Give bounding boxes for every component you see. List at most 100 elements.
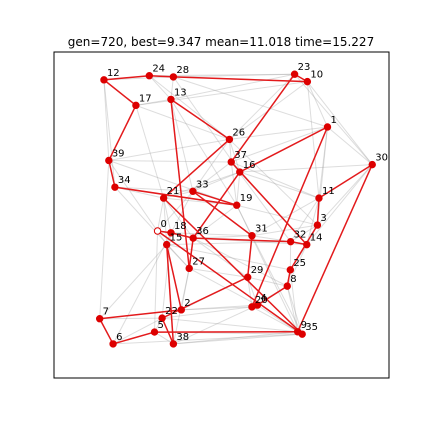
- city-point: [298, 330, 306, 338]
- best-tour-edge: [161, 317, 175, 345]
- population-edge: [239, 164, 373, 173]
- population-edge: [231, 161, 320, 199]
- best-tour-edge: [103, 74, 150, 81]
- city-point: [323, 123, 332, 131]
- city-point: [248, 303, 256, 311]
- population-edge: [236, 204, 253, 236]
- city-point: [100, 76, 108, 84]
- city-label: 21: [167, 186, 180, 197]
- city-label: 36: [196, 226, 209, 237]
- population-edge: [286, 286, 299, 332]
- population-edge: [236, 171, 241, 206]
- city-point: [315, 194, 323, 202]
- city-label: 19: [240, 193, 253, 204]
- city-label: 0: [161, 219, 167, 230]
- city-label: 3: [320, 213, 326, 224]
- city-label: 10: [310, 70, 323, 81]
- population-edge: [181, 306, 252, 311]
- population-edge: [188, 267, 258, 306]
- city-label: 26: [232, 127, 245, 138]
- best-tour-edge: [239, 126, 328, 173]
- population-edge: [170, 99, 238, 206]
- population-edge: [306, 81, 320, 199]
- best-tour-edge: [99, 309, 182, 320]
- population-edge: [306, 81, 373, 165]
- population-edge: [173, 333, 303, 345]
- city-point: [286, 237, 295, 246]
- city-point: [185, 264, 193, 273]
- best-tour-edge: [112, 331, 155, 345]
- population-edge: [192, 237, 288, 287]
- population-edge: [148, 75, 172, 100]
- population-edge: [103, 79, 110, 161]
- best-tour-edge: [251, 126, 329, 308]
- population-edge: [163, 171, 240, 199]
- population-edge: [113, 333, 303, 345]
- population-edge: [170, 73, 295, 100]
- best-tour-edge: [316, 198, 320, 226]
- population-edge: [112, 191, 194, 345]
- population-edge: [170, 232, 252, 237]
- population-edge: [306, 164, 373, 245]
- city-point: [105, 156, 113, 165]
- population-edge: [247, 276, 288, 287]
- city-point: [109, 340, 117, 348]
- population-edge: [103, 79, 116, 188]
- best-tour-edge: [157, 230, 303, 335]
- population-edge: [170, 76, 174, 100]
- city-label: 31: [255, 224, 268, 235]
- best-tour-edge: [257, 285, 288, 306]
- city-label: 17: [139, 93, 152, 104]
- population-edge: [192, 161, 232, 192]
- best-tour-edge: [318, 163, 373, 199]
- population-edge: [290, 224, 318, 243]
- population-edge: [229, 139, 318, 226]
- city-label: 33: [196, 179, 209, 190]
- cities: [95, 70, 376, 348]
- population-edge: [251, 197, 320, 237]
- best-tour-edge: [149, 74, 174, 78]
- chart-title: gen=720, best=9.347 mean=11.018 time=15.…: [68, 35, 374, 49]
- population-edge: [316, 126, 328, 226]
- city-label: 37: [234, 150, 247, 161]
- population-edge: [99, 317, 163, 320]
- best-tour: [99, 73, 373, 345]
- population-edge: [99, 160, 110, 319]
- population-edge: [135, 104, 230, 140]
- population-edge: [229, 73, 295, 140]
- city-point: [111, 183, 119, 191]
- best-tour-edge: [165, 244, 175, 344]
- city-point: [227, 158, 235, 166]
- population-edge: [236, 204, 318, 226]
- city-point: [233, 201, 241, 209]
- population-edge: [114, 186, 193, 192]
- best-tour-edge: [192, 190, 237, 206]
- city-label: 27: [192, 256, 205, 267]
- population-edge: [108, 159, 232, 163]
- city-point: [177, 306, 186, 314]
- population-edge: [99, 244, 168, 320]
- population-edge: [230, 161, 238, 206]
- best-tour-edge: [108, 160, 116, 188]
- city-point: [162, 240, 171, 249]
- population-edge: [192, 139, 230, 192]
- best-tour-edge: [108, 105, 137, 161]
- best-tour-edge: [170, 232, 194, 239]
- city-label: 23: [298, 62, 311, 73]
- city-point: [158, 314, 166, 322]
- population-edge: [173, 76, 328, 128]
- population-edge: [162, 306, 253, 319]
- city-label: 16: [243, 160, 256, 171]
- city-label: 7: [103, 307, 109, 318]
- population-edge: [162, 317, 298, 333]
- population-edge: [135, 98, 172, 106]
- best-tour-edge: [161, 276, 249, 319]
- population-edge: [108, 138, 230, 161]
- population-edge: [306, 81, 328, 128]
- population-edge: [257, 304, 298, 333]
- population-edge: [317, 164, 373, 226]
- population-edge: [163, 197, 194, 239]
- best-tour-edge: [114, 186, 237, 206]
